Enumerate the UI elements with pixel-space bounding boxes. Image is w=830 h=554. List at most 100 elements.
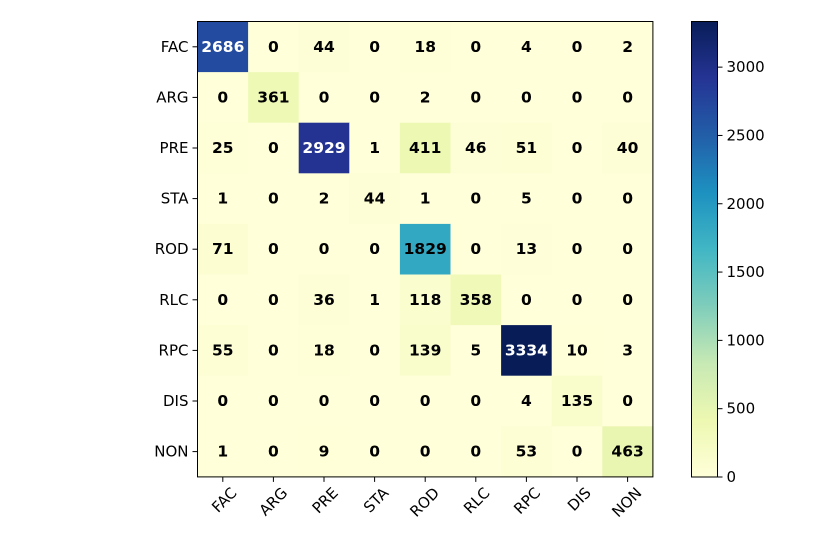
heatmap-cell <box>450 72 502 124</box>
y-tick-label: STA <box>161 190 190 208</box>
heatmap-cell <box>602 173 654 225</box>
cell-value-label: 25 <box>212 139 234 157</box>
heatmap-cell <box>298 122 350 174</box>
cell-value-label: 0 <box>572 291 583 309</box>
cell-value-label: 2 <box>420 88 431 106</box>
cell-value-label: 0 <box>470 38 481 56</box>
heatmap-cell <box>349 72 401 124</box>
cell-value-label: 0 <box>572 240 583 258</box>
heatmap-cell <box>399 72 451 124</box>
cell-value-label: 4 <box>521 38 532 56</box>
cell-value-label: 44 <box>313 38 335 56</box>
cell-value-label: 0 <box>622 291 633 309</box>
x-axis: FAC ARG PRE STA ROD RLC RPC DIS NON <box>208 476 645 521</box>
cell-value-label: 0 <box>268 240 279 258</box>
cell-value-label: 0 <box>217 291 228 309</box>
heatmap-cell <box>248 72 300 124</box>
x-tick-label: RLC <box>460 484 493 517</box>
heatmap-cell <box>501 426 553 478</box>
heatmap-cell <box>197 72 249 124</box>
heatmap-cells: 2686 0 44 0 18 0 4 0 20 361 0 0 2 0 0 0 025 0 2929 1 411 46 51… <box>197 21 654 478</box>
cell-value-label: 44 <box>364 190 386 208</box>
x-tick-label: PRE <box>309 484 342 517</box>
cell-value-label: 0 <box>470 443 481 461</box>
cell-value-label: 2 <box>319 190 330 208</box>
heatmap-cell <box>197 274 249 326</box>
cell-value-label: 0 <box>521 88 532 106</box>
heatmap-cell <box>248 325 300 377</box>
heatmap-cell <box>197 122 249 174</box>
heatmap-cell <box>298 274 350 326</box>
cell-value-label: 51 <box>516 139 538 157</box>
cell-value-label: 0 <box>420 392 431 410</box>
heatmap-cell <box>399 21 451 73</box>
colorbar-tick-label: 2000 <box>727 195 765 213</box>
cell-value-label: 3 <box>622 341 633 359</box>
cell-value-label: 0 <box>268 139 279 157</box>
cell-value-label: 1829 <box>404 240 447 258</box>
cell-value-label: 9 <box>319 443 330 461</box>
cell-value-label: 46 <box>465 139 487 157</box>
heatmap-cell <box>450 426 502 478</box>
cell-value-label: 2929 <box>302 139 345 157</box>
heatmap-cell <box>551 21 603 73</box>
heatmap-cell <box>197 21 249 73</box>
heatmap-cell <box>298 426 350 478</box>
cell-value-label: 0 <box>622 88 633 106</box>
heatmap-cell <box>349 223 401 275</box>
cell-value-label: 1 <box>369 291 380 309</box>
x-tick-label: ROD <box>406 484 443 521</box>
cell-value-label: 411 <box>409 139 441 157</box>
heatmap-cell <box>298 325 350 377</box>
heatmap-cell <box>349 173 401 225</box>
cell-value-label: 0 <box>572 139 583 157</box>
heatmap-cell <box>197 223 249 275</box>
heatmap-cell <box>501 375 553 427</box>
heatmap-cell <box>248 274 300 326</box>
heatmap-cell <box>551 72 603 124</box>
heatmap-cell <box>450 223 502 275</box>
heatmap-cell <box>501 274 553 326</box>
heatmap-cell <box>298 375 350 427</box>
heatmap-cell <box>551 325 603 377</box>
y-tick-label: FAC <box>161 38 189 56</box>
cell-value-label: 0 <box>470 88 481 106</box>
heatmap-cell <box>602 223 654 275</box>
cell-value-label: 0 <box>572 190 583 208</box>
heatmap-cell <box>602 72 654 124</box>
colorbar <box>691 21 718 478</box>
heatmap-cell <box>501 325 553 377</box>
heatmap-cell <box>349 375 401 427</box>
cell-value-label: 13 <box>516 240 538 258</box>
cell-value-label: 0 <box>622 240 633 258</box>
heatmap-cell <box>602 325 654 377</box>
heatmap-cell <box>349 325 401 377</box>
cell-value-label: 0 <box>470 190 481 208</box>
x-tick-label: DIS <box>564 484 595 515</box>
heatmap-cell <box>399 375 451 427</box>
x-tick-label: NON <box>608 484 645 521</box>
heatmap-cell <box>248 375 300 427</box>
heatmap-cell <box>551 223 603 275</box>
cell-value-label: 1 <box>217 190 228 208</box>
colorbar-tick-label: 3000 <box>727 58 765 76</box>
cell-value-label: 0 <box>369 341 380 359</box>
colorbar-tick-label: 1000 <box>727 331 765 349</box>
cell-value-label: 2 <box>622 38 633 56</box>
heatmap-cell <box>450 375 502 427</box>
heatmap-cell <box>602 122 654 174</box>
heatmap-cell <box>399 274 451 326</box>
heatmap-cell <box>551 426 603 478</box>
colorbar-tick-label: 500 <box>727 400 756 418</box>
heatmap-cell <box>450 173 502 225</box>
cell-value-label: 135 <box>561 392 593 410</box>
cell-value-label: 139 <box>409 341 441 359</box>
heatmap-cell <box>551 122 603 174</box>
cell-value-label: 0 <box>319 240 330 258</box>
colorbar-tick-label: 1500 <box>727 263 765 281</box>
x-tick-label: FAC <box>208 484 240 516</box>
cell-value-label: 118 <box>409 291 441 309</box>
cell-value-label: 0 <box>268 38 279 56</box>
heatmap-cell <box>501 122 553 174</box>
cell-value-label: 0 <box>420 443 431 461</box>
